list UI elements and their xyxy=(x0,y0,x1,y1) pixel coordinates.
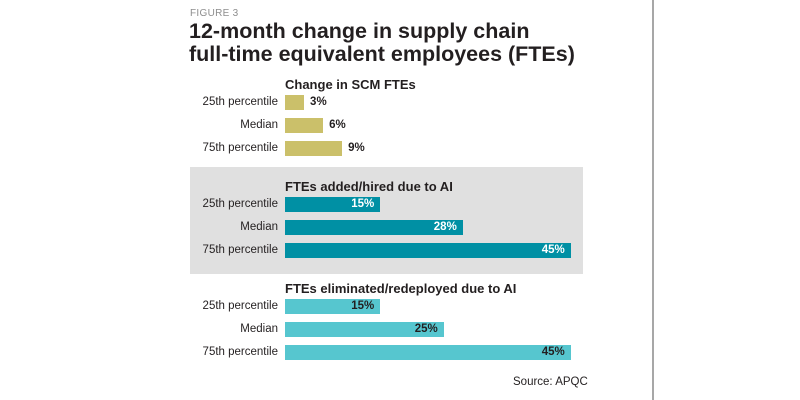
data-label: 3% xyxy=(310,96,327,108)
data-label: 45% xyxy=(541,244,565,256)
bar xyxy=(285,322,444,337)
bar xyxy=(285,243,571,258)
data-label: 9% xyxy=(348,142,365,154)
category-label: 75th percentile xyxy=(202,142,278,154)
figure-label: FIGURE 3 xyxy=(190,8,239,19)
source-note: Source: APQC xyxy=(513,376,588,388)
data-label: 25% xyxy=(414,323,438,335)
bar xyxy=(285,141,343,156)
category-label: 75th percentile xyxy=(202,244,278,256)
category-label: 75th percentile xyxy=(202,346,278,358)
vertical-divider xyxy=(652,0,654,400)
data-label: 6% xyxy=(329,119,346,131)
bar xyxy=(285,95,305,110)
category-label: Median xyxy=(240,221,278,233)
data-label: 45% xyxy=(541,346,565,358)
category-label: Median xyxy=(240,323,278,335)
bar xyxy=(285,197,381,212)
section-title: Change in SCM FTEs xyxy=(285,77,416,92)
section-title: FTEs eliminated/redeployed due to AI xyxy=(285,281,517,296)
category-label: Median xyxy=(240,119,278,131)
section-title: FTEs added/hired due to AI xyxy=(285,179,453,194)
data-label: 28% xyxy=(433,221,457,233)
chart-title-line-1: 12-month change in supply chain xyxy=(189,19,530,43)
category-label: 25th percentile xyxy=(202,96,278,108)
category-label: 25th percentile xyxy=(202,198,278,210)
bar xyxy=(285,118,324,133)
chart-title-line-2: full-time equivalent employees (FTEs) xyxy=(189,42,575,66)
bar xyxy=(285,345,571,360)
bar xyxy=(285,299,381,314)
data-label: 15% xyxy=(351,198,375,210)
data-label: 15% xyxy=(351,300,375,312)
bar xyxy=(285,220,463,235)
category-label: 25th percentile xyxy=(202,300,278,312)
chart-title: 12-month change in supply chain full-tim… xyxy=(189,20,575,66)
